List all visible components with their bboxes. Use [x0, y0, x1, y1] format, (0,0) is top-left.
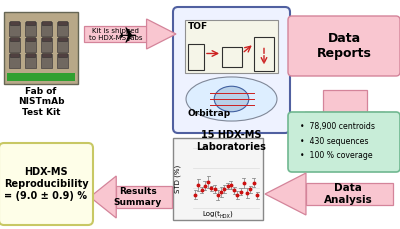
Bar	[58, 21, 67, 25]
FancyBboxPatch shape	[288, 16, 400, 76]
Polygon shape	[90, 176, 116, 218]
Text: HDX: HDX	[220, 213, 231, 218]
Text: STD (%): STD (%)	[175, 165, 181, 193]
FancyBboxPatch shape	[288, 112, 400, 172]
Bar	[9, 38, 20, 52]
Bar	[41, 38, 52, 52]
Polygon shape	[305, 112, 385, 126]
Bar	[26, 37, 35, 41]
Bar	[26, 21, 35, 25]
Bar	[306, 183, 393, 205]
Bar	[25, 54, 36, 68]
Bar	[188, 44, 204, 71]
Bar	[25, 38, 36, 52]
Bar	[57, 22, 68, 36]
Bar	[10, 21, 19, 25]
Text: HDX-MS
Reproducibility
= (9.0 ± 0.9) %: HDX-MS Reproducibility = (9.0 ± 0.9) %	[4, 167, 88, 201]
Bar	[10, 37, 19, 41]
Bar	[42, 37, 51, 41]
Bar	[222, 47, 242, 68]
Text: •  78,900 centroids: • 78,900 centroids	[300, 123, 375, 131]
Bar	[42, 53, 51, 57]
Text: Fab of
NISTmAb
Test Kit: Fab of NISTmAb Test Kit	[18, 87, 64, 117]
Polygon shape	[146, 19, 176, 49]
Text: Results
Summary: Results Summary	[114, 187, 162, 207]
Bar	[9, 22, 20, 36]
Ellipse shape	[186, 77, 277, 121]
Bar	[173, 138, 263, 220]
Bar	[41, 22, 52, 36]
Bar	[185, 20, 278, 74]
Bar	[41, 54, 52, 68]
Polygon shape	[265, 173, 306, 215]
Text: 15 HDX-MS
Laboratories: 15 HDX-MS Laboratories	[196, 130, 266, 152]
Bar	[26, 53, 35, 57]
Bar	[254, 38, 274, 71]
Ellipse shape	[214, 86, 249, 112]
Bar	[57, 54, 68, 68]
Bar	[116, 186, 172, 208]
Text: Log(t: Log(t	[202, 210, 220, 217]
Bar	[57, 38, 68, 52]
Text: ): )	[229, 210, 232, 217]
FancyBboxPatch shape	[4, 12, 78, 84]
Bar	[58, 37, 67, 41]
Text: Orbitrap: Orbitrap	[188, 109, 231, 118]
Bar	[25, 22, 36, 36]
Text: Data
Analysis: Data Analysis	[324, 183, 372, 205]
Bar	[58, 53, 67, 57]
Text: •  100 % coverage: • 100 % coverage	[300, 150, 373, 160]
Bar	[10, 53, 19, 57]
Text: TOF: TOF	[188, 22, 208, 31]
Text: Kit is shipped
to HDX-MS labs: Kit is shipped to HDX-MS labs	[88, 27, 142, 41]
Bar	[323, 90, 366, 112]
Text: ✈: ✈	[119, 27, 137, 47]
Text: •  430 sequences: • 430 sequences	[300, 136, 368, 145]
Bar	[42, 21, 51, 25]
Bar	[7, 73, 75, 81]
Bar	[84, 26, 146, 42]
Text: Data
Reports: Data Reports	[316, 32, 372, 60]
FancyBboxPatch shape	[0, 143, 93, 225]
Bar	[9, 54, 20, 68]
FancyBboxPatch shape	[173, 7, 290, 133]
